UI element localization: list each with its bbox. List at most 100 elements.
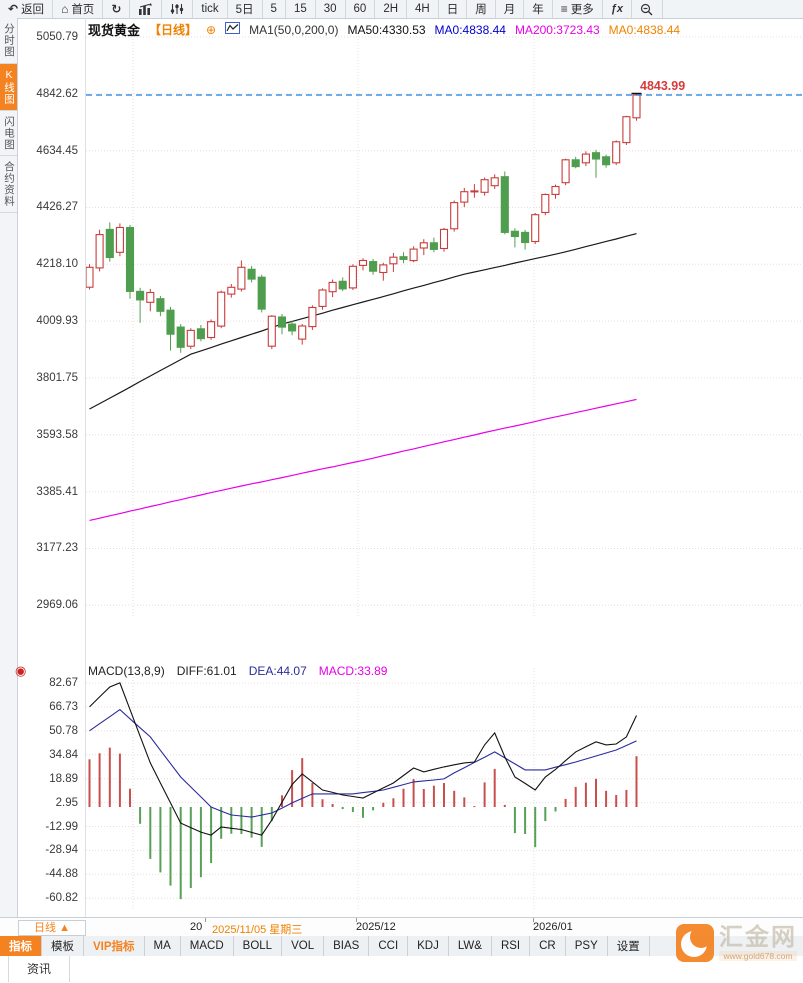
zoom-out-icon [640, 3, 653, 15]
macd-value: MACD:33.89 [318, 664, 388, 678]
tab-cr[interactable]: CR [530, 936, 566, 956]
tab-settings[interactable]: 设置 [608, 936, 650, 956]
toolbar-item-label: 年 [532, 4, 544, 16]
main-y-axis-label: 3385.41 [36, 485, 78, 498]
fx-button[interactable]: ƒx [603, 0, 632, 18]
toolbar-item-label: 4H [415, 3, 430, 15]
macd-y-axis-label: 18.89 [49, 772, 78, 785]
macd-y-axis-label: -44.88 [45, 868, 78, 881]
period-5-button[interactable]: 5 [263, 0, 286, 18]
macd-y-axis-label: 50.78 [49, 724, 78, 737]
tab-bias[interactable]: BIAS [324, 936, 370, 956]
dea-line [89, 708, 637, 818]
tab-ma[interactable]: MA [145, 936, 181, 956]
home-button[interactable]: ⌂ 首页 [53, 0, 104, 18]
instrument-title: 现货黄金 [88, 23, 141, 38]
left-sidebar: 分时图 K线图 闪电图 合约资料 [0, 18, 18, 917]
refresh-button[interactable]: ↻ [103, 0, 131, 18]
period-60-button[interactable]: 60 [346, 0, 376, 18]
toolbar-item-label: 返回 [21, 4, 45, 16]
tab-cci[interactable]: CCI [369, 936, 409, 956]
candlestick-chart-canvas[interactable] [85, 18, 803, 660]
period-30-button[interactable]: 30 [316, 0, 346, 18]
tab-vol[interactable]: VOL [282, 936, 325, 956]
latest-price-label: 4843.99 [640, 79, 686, 93]
tick-button[interactable]: tick [193, 0, 228, 18]
indicator-adjust-icon[interactable]: ◉ [15, 663, 27, 678]
macd-y-axis-label: 34.84 [49, 748, 78, 761]
chart-type-button[interactable] [130, 0, 163, 18]
tab-boll[interactable]: BOLL [234, 936, 283, 956]
tab-psy[interactable]: PSY [566, 936, 608, 956]
kline-style-icon[interactable] [225, 22, 241, 37]
tab-vip-indicator[interactable]: VIP指标 [84, 936, 145, 956]
toolbar-item-label: 60 [353, 3, 367, 15]
x-axis-date-label: 2026/01 [533, 921, 573, 933]
toolbar-item-label: 5 [270, 3, 277, 15]
toolbar-item-label: 月 [503, 4, 516, 16]
macd-chart-canvas[interactable] [85, 660, 803, 917]
macd-y-axis-label: -12.99 [45, 820, 78, 833]
sidebar-tab-contract[interactable]: 合约资料 [0, 156, 17, 213]
sidebar-tab-kline[interactable]: K线图 [0, 63, 17, 111]
period-4h-button[interactable]: 4H [407, 0, 439, 18]
tab-macd[interactable]: MACD [181, 936, 234, 956]
watermark-url: www.gold678.com [719, 950, 797, 961]
tab-lw[interactable]: LW& [449, 936, 492, 956]
back-button[interactable]: ↶ 返回 [0, 0, 54, 18]
period-2h-button[interactable]: 2H [375, 0, 408, 18]
period-week-button[interactable]: 周 [467, 0, 496, 18]
more-button[interactable]: ≡ 更多 [553, 0, 603, 18]
ma0-blue-value: MA0:4838.44 [434, 22, 506, 37]
tab-rsi[interactable]: RSI [492, 936, 531, 956]
sidebar-tab-lightning[interactable]: 闪电图 [0, 111, 17, 156]
sidebar-tab-timeshare[interactable]: 分时图 [0, 18, 17, 64]
toolbar-item-label: tick [201, 3, 219, 15]
x-axis-date-label: 20 [190, 921, 203, 933]
period-5d-button[interactable]: 5日 [228, 0, 263, 18]
period-selector[interactable]: 日线 ▲ [18, 920, 86, 936]
main-y-axis-label: 3801.75 [36, 371, 78, 384]
toolbar-item-label: 30 [323, 3, 337, 15]
toolbar-item-label: 日 [446, 4, 459, 16]
macd-y-axis-label: -28.94 [45, 844, 78, 857]
period-15-button[interactable]: 15 [286, 0, 316, 18]
macd-legend: MACD(13,8,9) DIFF:61.01 DEA:44.07 MACD:3… [88, 664, 387, 678]
more-icon: ≡ [560, 2, 568, 16]
toolbar-item-label: 5日 [235, 4, 254, 16]
refresh-icon: ↻ [111, 2, 122, 16]
tab-indicator[interactable]: 指标 [0, 936, 42, 956]
home-icon: ⌂ [61, 2, 69, 16]
main-y-axis-label: 4842.62 [36, 87, 78, 100]
ma50-line [89, 233, 637, 410]
candles [86, 93, 641, 353]
add-indicator-icon[interactable]: ⊕ [206, 22, 217, 37]
ma200-value: MA200:3723.43 [514, 22, 600, 37]
macd-y-axis-label: 66.73 [49, 700, 78, 713]
watermark: 汇金网 www.gold678.com [676, 924, 797, 962]
period-day-button[interactable]: 日 [439, 0, 468, 18]
news-tab[interactable]: 资讯 [8, 956, 71, 982]
main-y-axis-label: 3177.23 [36, 542, 78, 555]
macd-y-axis-label: -60.82 [45, 892, 78, 905]
tab-kdj[interactable]: KDJ [408, 936, 449, 956]
toolbar-item-label: 首页 [71, 4, 95, 16]
period-month-button[interactable]: 月 [496, 0, 525, 18]
x-axis-tick [205, 918, 206, 922]
ma0-orange-value: MA0:4838.44 [608, 22, 681, 37]
indicator-tab-bar: 指标 模板 VIP指标 MA MACD BOLL VOL BIAS CCI KDJ LW& RSI CR… [0, 936, 803, 957]
huijin-logo-icon [676, 924, 714, 962]
main-y-axis-label: 3593.58 [36, 428, 78, 441]
indicator-settings-button[interactable] [162, 0, 194, 18]
period-year-button[interactable]: 年 [524, 0, 553, 18]
main-y-axis-label: 4634.45 [36, 144, 78, 157]
zoom-out-button[interactable] [632, 0, 663, 18]
main-chart-legend: 现货黄金 【日线】 ⊕ MA1(50,0,200,0) MA50:4330.53… [88, 20, 680, 39]
sliders-icon [171, 4, 184, 14]
tab-template[interactable]: 模板 [42, 936, 84, 956]
main-y-axis-label: 5050.79 [36, 31, 78, 43]
diff-line [89, 682, 637, 836]
toolbar-item-label: 15 [293, 3, 307, 15]
diff-value: DIFF:61.01 [176, 664, 237, 678]
